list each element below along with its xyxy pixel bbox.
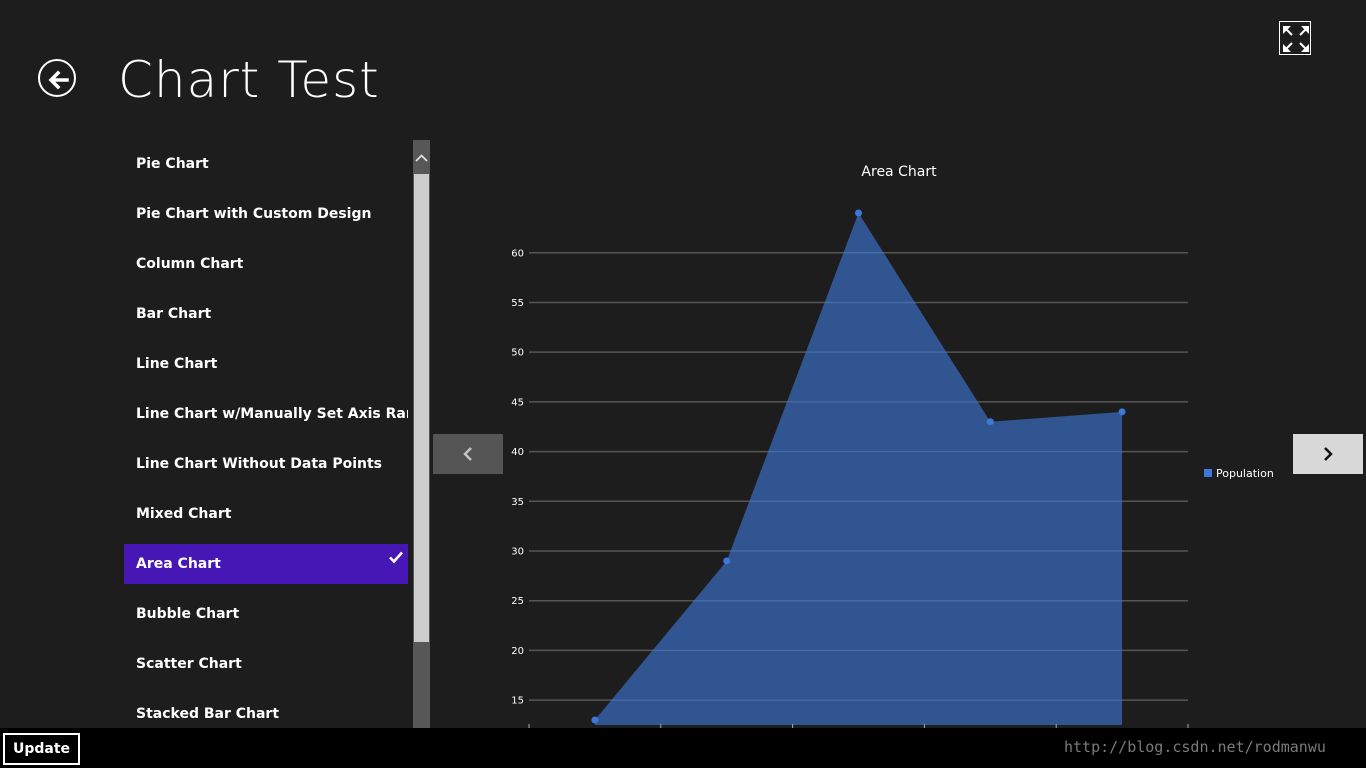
scroll-up-icon[interactable] xyxy=(413,152,430,164)
chart-list-item[interactable]: Stacked Bar Chart xyxy=(124,694,408,734)
chart-list-item-label: Stacked Bar Chart xyxy=(136,706,280,722)
back-button[interactable] xyxy=(38,59,76,97)
chart-list-item-label: Scatter Chart xyxy=(136,656,242,672)
chart-title: Area Chart xyxy=(861,164,937,180)
chart-legend: Population xyxy=(1204,467,1274,481)
legend-swatch xyxy=(1204,469,1212,477)
data-point xyxy=(1118,408,1126,416)
chart-list-item-label: Line Chart xyxy=(136,356,218,372)
chart-list-item-label: Pie Chart with Custom Design xyxy=(136,206,372,222)
chart-list-item[interactable]: Bar Chart xyxy=(124,294,408,334)
y-tick-label: 45 xyxy=(511,397,524,408)
y-tick-label: 15 xyxy=(511,696,524,707)
y-tick-label: 40 xyxy=(511,447,524,458)
y-tick-label: 60 xyxy=(511,248,524,259)
scroll-thumb[interactable] xyxy=(414,174,429,642)
back-arrow-icon xyxy=(48,70,69,90)
page-title: Chart Test xyxy=(118,51,380,109)
list-scrollbar[interactable] xyxy=(413,140,430,768)
y-tick-label: 30 xyxy=(511,547,524,558)
chart-list-item-label: Bubble Chart xyxy=(136,606,240,622)
chart-list-item-label: Pie Chart xyxy=(136,156,209,172)
chart-list-item[interactable]: Mixed Chart xyxy=(124,494,408,534)
chart-list: Pie Chart Pie Chart with Custom Design Col… xyxy=(124,134,408,768)
chart-list-item[interactable]: Line Chart w/Manually Set Axis Range xyxy=(124,394,408,434)
checkmark-icon xyxy=(389,551,403,564)
chart-list-item[interactable]: Scatter Chart xyxy=(124,644,408,684)
chart-list-item-label: Bar Chart xyxy=(136,306,212,322)
chevron-right-icon xyxy=(1324,447,1333,461)
watermark: http://blog.csdn.net/rodmanwu xyxy=(1064,738,1326,756)
chart-list-item-label: Column Chart xyxy=(136,256,244,272)
chart-list-item-label: Area Chart xyxy=(136,556,221,572)
bottom-app-bar xyxy=(0,728,1366,768)
area-fill xyxy=(594,213,1123,725)
chart-list-item[interactable]: Line Chart xyxy=(124,344,408,384)
chart-list-item[interactable]: Pie Chart with Custom Design xyxy=(124,194,408,234)
y-tick-label: 55 xyxy=(511,298,524,309)
data-point xyxy=(591,716,599,724)
chart-list-item[interactable]: Line Chart Without Data Points xyxy=(124,444,408,484)
fullscreen-button[interactable] xyxy=(1279,21,1311,55)
chart-list-item-label: Line Chart Without Data Points xyxy=(136,456,383,472)
data-point xyxy=(855,209,862,217)
chart-list-item[interactable]: Bubble Chart xyxy=(124,594,408,634)
y-tick-label: 35 xyxy=(511,497,524,508)
update-button[interactable]: Update xyxy=(3,733,80,765)
data-point xyxy=(986,418,994,426)
previous-chart-button[interactable] xyxy=(433,434,503,474)
chart-list-item[interactable]: Column Chart xyxy=(124,244,408,284)
chart-list-item[interactable]: Area Chart xyxy=(124,544,408,584)
next-chart-button[interactable] xyxy=(1293,434,1363,474)
data-point xyxy=(723,557,731,565)
y-tick-label: 25 xyxy=(511,596,524,607)
y-tick-label: 50 xyxy=(511,348,524,359)
chart-list-item[interactable]: Pie Chart xyxy=(124,144,408,184)
chevron-left-icon xyxy=(463,447,472,461)
chart-list-item-label: Mixed Chart xyxy=(136,506,232,522)
fullscreen-expand-icon xyxy=(1283,26,1309,52)
chart-list-item-label: Line Chart w/Manually Set Axis Range xyxy=(136,406,408,422)
y-tick-label: 20 xyxy=(511,646,524,657)
legend-label: Population xyxy=(1216,467,1274,480)
